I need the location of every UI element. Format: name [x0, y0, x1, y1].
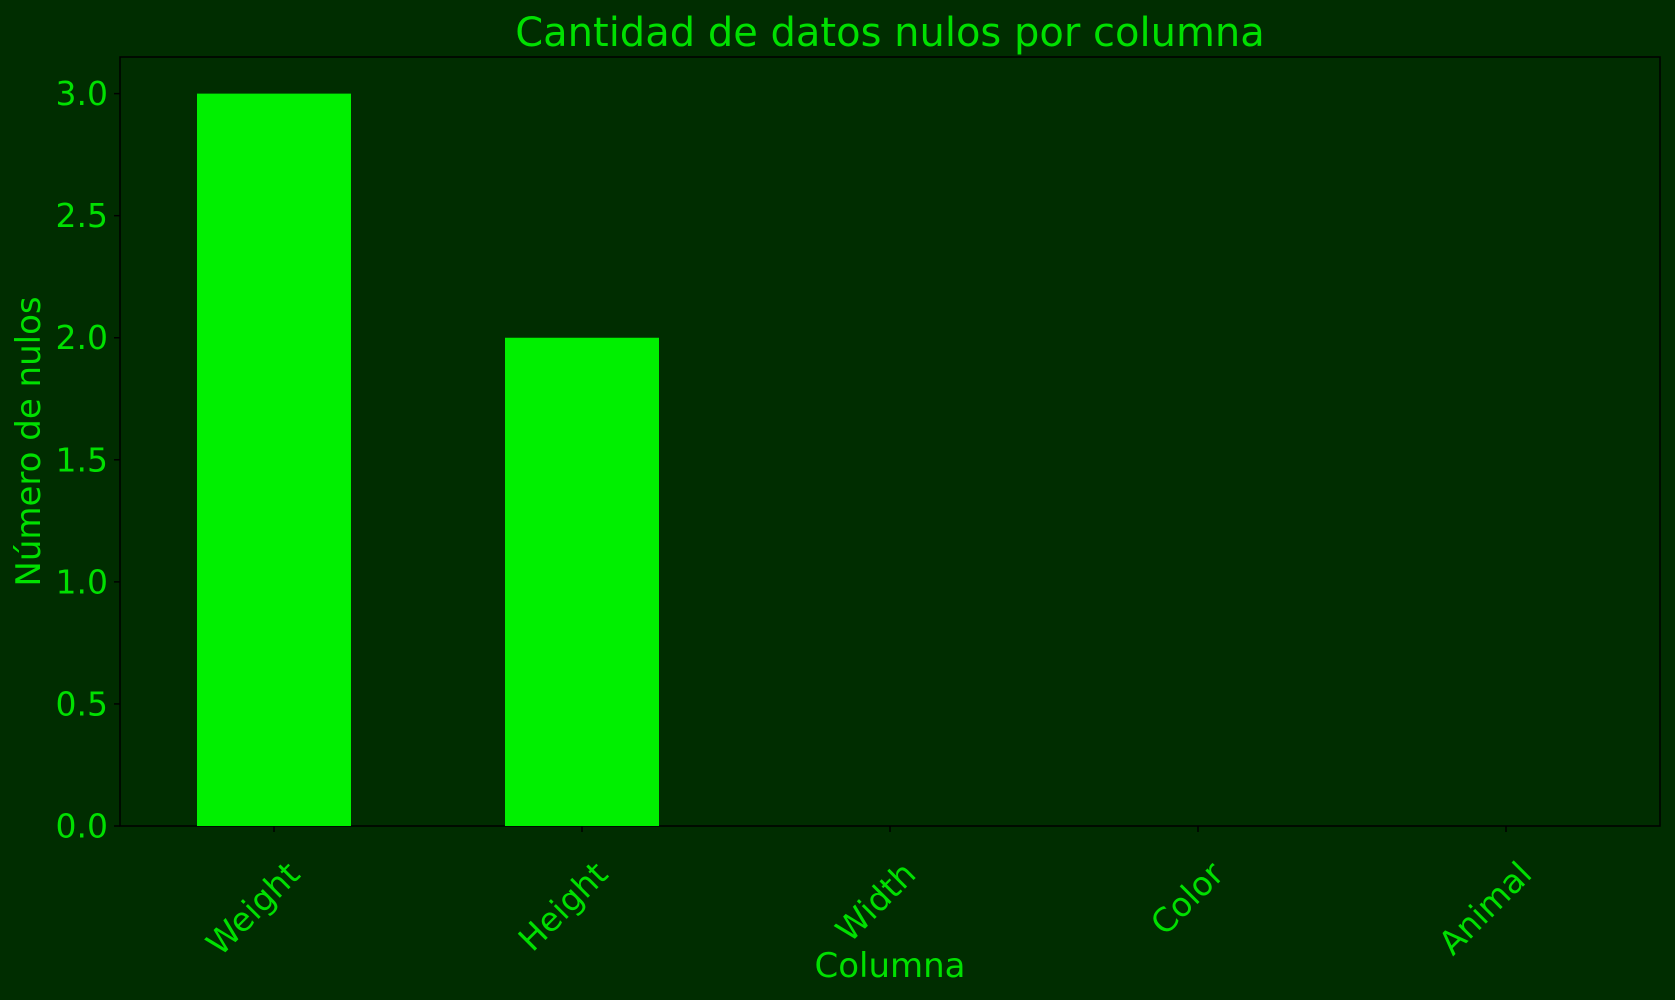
bar-height [505, 337, 659, 826]
chart-title: Cantidad de datos nulos por columna [515, 10, 1265, 56]
y-tick-label: 2.5 [56, 196, 108, 235]
y-tick-label: 3.0 [56, 74, 108, 113]
y-tick-label: 1.0 [56, 562, 108, 601]
bar-weight [197, 93, 351, 827]
y-tick-label: 0.0 [56, 807, 108, 846]
x-axis-label: Columna [814, 946, 965, 986]
y-tick-label: 1.5 [56, 440, 108, 479]
y-tick-label: 2.0 [56, 318, 108, 357]
bars-group [197, 93, 659, 827]
y-tick-label: 0.5 [56, 684, 108, 723]
y-axis-label: Número de nulos [9, 296, 49, 586]
y-axis-ticks: 0.0 0.5 1.0 1.5 2.0 2.5 3.0 [56, 74, 120, 846]
